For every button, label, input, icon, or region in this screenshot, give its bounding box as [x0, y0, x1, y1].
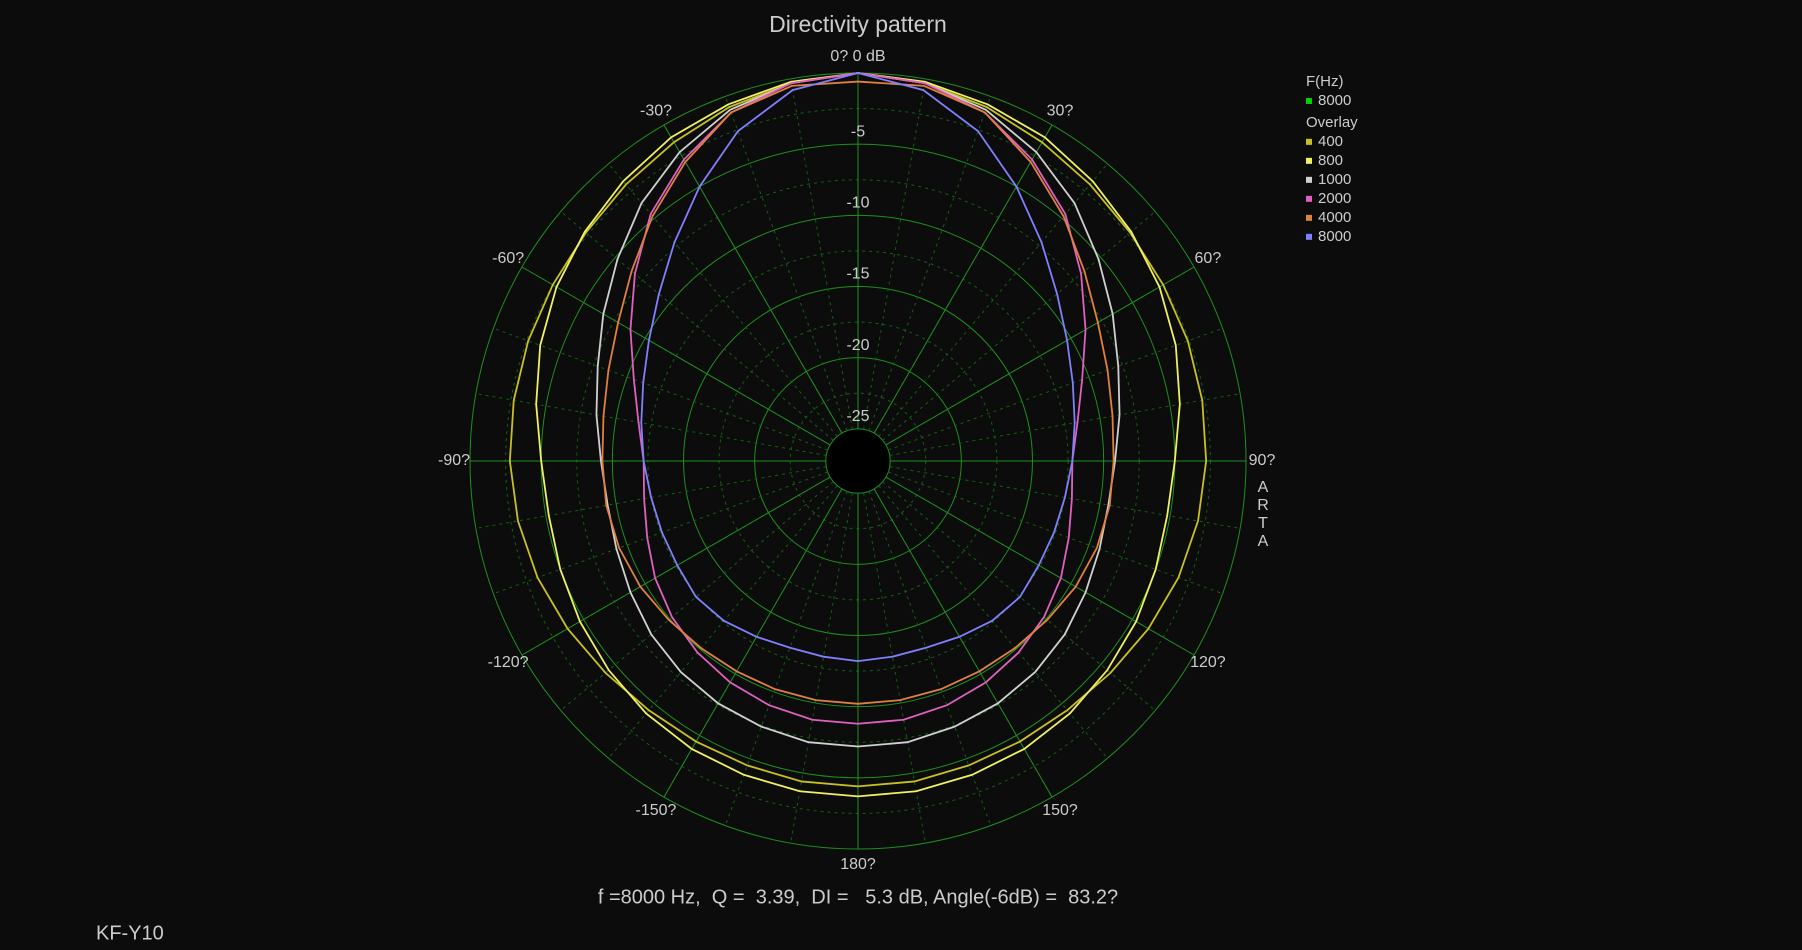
legend-label: 400: [1318, 133, 1343, 150]
legend-swatch: [1306, 214, 1312, 221]
r-tick-label: -15: [846, 266, 869, 283]
minor-spoke: [868, 96, 992, 431]
legend-label: 8000: [1318, 228, 1351, 245]
legend-title: F(Hz): [1306, 73, 1344, 90]
angle-tick-label: -60?: [492, 250, 524, 267]
legend-swatch: [1306, 233, 1312, 240]
minor-spoke: [882, 211, 1156, 441]
polar-curve: [601, 80, 1115, 705]
grid-spoke: [873, 488, 1053, 798]
angle-tick-label: 150?: [1042, 802, 1078, 819]
legend-swatch: [1306, 157, 1312, 164]
minor-spoke: [878, 163, 1108, 437]
grid-spoke: [885, 476, 1195, 656]
footer: f =8000 Hz, Q = 3.39, DI = 5.3 dB, Angle…: [598, 886, 1118, 908]
legend-label: 8000: [1318, 92, 1351, 109]
legend-swatch: [1306, 195, 1312, 202]
minor-spoke: [475, 393, 827, 456]
angle-tick-label: -120?: [488, 654, 529, 671]
minor-spoke: [889, 393, 1241, 456]
r-tick-label: -25: [846, 408, 869, 425]
legend-label: 800: [1318, 152, 1343, 169]
minor-spoke: [724, 491, 848, 826]
angle-tick-label: -150?: [636, 802, 677, 819]
angle-tick-label: 0? 0 dB: [830, 48, 885, 65]
polar-curve: [640, 72, 1076, 663]
minor-spoke: [608, 485, 838, 759]
grid-spoke: [663, 488, 843, 798]
legend-swatch: [1306, 176, 1312, 183]
r-tick-label: -20: [846, 337, 869, 354]
grid-spoke: [521, 476, 831, 656]
minor-spoke: [863, 78, 926, 430]
inner-disk: [825, 428, 891, 494]
legend-swatch: [1306, 98, 1312, 104]
r-tick-label: -10: [846, 195, 869, 212]
r-tick-label: -5: [851, 123, 865, 140]
minor-spoke: [790, 78, 853, 430]
minor-spoke: [790, 492, 853, 844]
model-label: KF-Y10: [96, 922, 164, 944]
angle-tick-label: -90?: [438, 452, 470, 469]
minor-spoke: [882, 481, 1156, 711]
minor-spoke: [888, 471, 1223, 595]
legend-label: 2000: [1318, 190, 1351, 207]
grid-spoke: [873, 124, 1053, 434]
minor-spoke: [560, 211, 834, 441]
angle-tick-label: 30?: [1047, 102, 1074, 119]
minor-spoke: [608, 163, 838, 437]
watermark: ARTA: [1255, 479, 1272, 551]
minor-spoke: [863, 492, 926, 844]
minor-spoke: [560, 481, 834, 711]
minor-spoke: [724, 96, 848, 431]
minor-spoke: [493, 471, 828, 595]
legend-swatch: [1306, 138, 1312, 145]
angle-tick-label: 60?: [1195, 250, 1222, 267]
angle-tick-label: 120?: [1190, 654, 1226, 671]
grid-spoke: [663, 124, 843, 434]
angle-tick-label: 90?: [1249, 452, 1276, 469]
angle-tick-label: -30?: [640, 102, 672, 119]
chart-title: Directivity pattern: [769, 11, 947, 37]
angle-tick-label: 180?: [840, 856, 876, 873]
grid-spoke: [521, 266, 831, 446]
legend-title: Overlay: [1306, 114, 1358, 131]
legend-label: 4000: [1318, 209, 1351, 226]
grid-spoke: [885, 266, 1195, 446]
minor-spoke: [878, 485, 1108, 759]
legend-label: 1000: [1318, 171, 1351, 188]
minor-spoke: [888, 327, 1223, 451]
minor-spoke: [493, 327, 828, 451]
minor-spoke: [868, 491, 992, 826]
